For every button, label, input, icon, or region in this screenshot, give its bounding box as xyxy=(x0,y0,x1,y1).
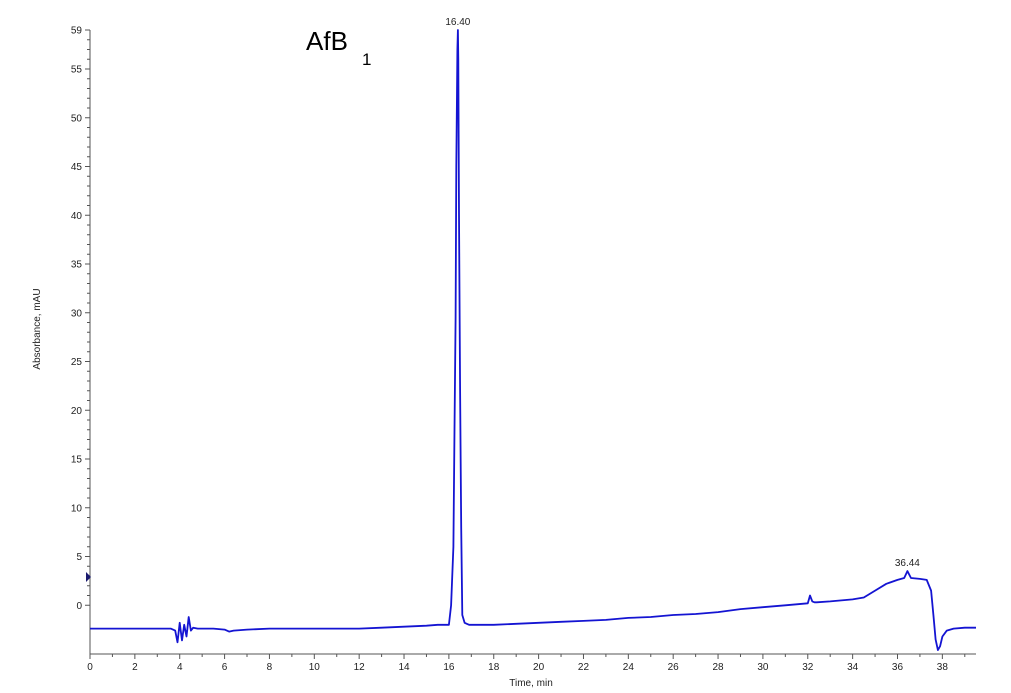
y-tick-label: 35 xyxy=(71,260,83,271)
x-tick-label: 24 xyxy=(623,662,635,673)
x-tick-label: 36 xyxy=(892,662,904,673)
y-axis-label: Absorbance, mAU xyxy=(32,288,43,369)
x-tick-label: 28 xyxy=(712,662,724,673)
y-axis-ticks: 0 5 10 15 20 25 30 35 40 45 50 55 59 xyxy=(71,26,90,612)
y-tick-label: 30 xyxy=(71,308,83,319)
y-tick-label: 50 xyxy=(71,113,83,124)
y-tick-label: 55 xyxy=(71,65,83,76)
x-tick-label: 20 xyxy=(533,662,545,673)
y-tick-label: 10 xyxy=(71,503,83,514)
y-tick-label: 15 xyxy=(71,455,83,466)
x-tick-label: 4 xyxy=(177,662,183,673)
peak-labels: 16.40 36.44 xyxy=(445,17,920,569)
x-tick-label: 26 xyxy=(668,662,680,673)
chromatogram-trace xyxy=(90,29,976,651)
x-tick-label: 2 xyxy=(132,662,138,673)
x-axis-ticks: 0 2 4 6 8 10 12 14 16 18 20 22 24 26 28 30 32 34 36 38 xyxy=(87,654,966,673)
y-tick-label: 25 xyxy=(71,357,83,368)
y-tick-label: 59 xyxy=(71,26,83,37)
y-tick-label: 40 xyxy=(71,211,83,222)
x-axis-label: Time, min xyxy=(509,678,553,689)
x-tick-label: 8 xyxy=(267,662,273,673)
peak-label: 36.44 xyxy=(895,558,920,569)
x-tick-label: 30 xyxy=(757,662,769,673)
x-tick-label: 38 xyxy=(937,662,949,673)
peak-label: 16.40 xyxy=(445,17,470,28)
x-tick-label: 32 xyxy=(802,662,814,673)
x-tick-label: 18 xyxy=(488,662,500,673)
x-tick-label: 10 xyxy=(309,662,321,673)
x-tick-label: 22 xyxy=(578,662,590,673)
chart-title-subscript: 1 xyxy=(362,50,371,69)
baseline-marker-icon xyxy=(86,572,91,582)
x-tick-label: 12 xyxy=(354,662,366,673)
y-tick-label: 0 xyxy=(76,601,82,612)
y-tick-label: 5 xyxy=(76,552,82,563)
y-tick-label: 20 xyxy=(71,406,83,417)
x-tick-label: 0 xyxy=(87,662,93,673)
x-tick-label: 16 xyxy=(443,662,455,673)
x-tick-label: 6 xyxy=(222,662,228,673)
y-tick-label: 45 xyxy=(71,162,83,173)
chart-title: AfB xyxy=(306,26,348,56)
x-tick-label: 34 xyxy=(847,662,859,673)
x-tick-label: 14 xyxy=(398,662,410,673)
